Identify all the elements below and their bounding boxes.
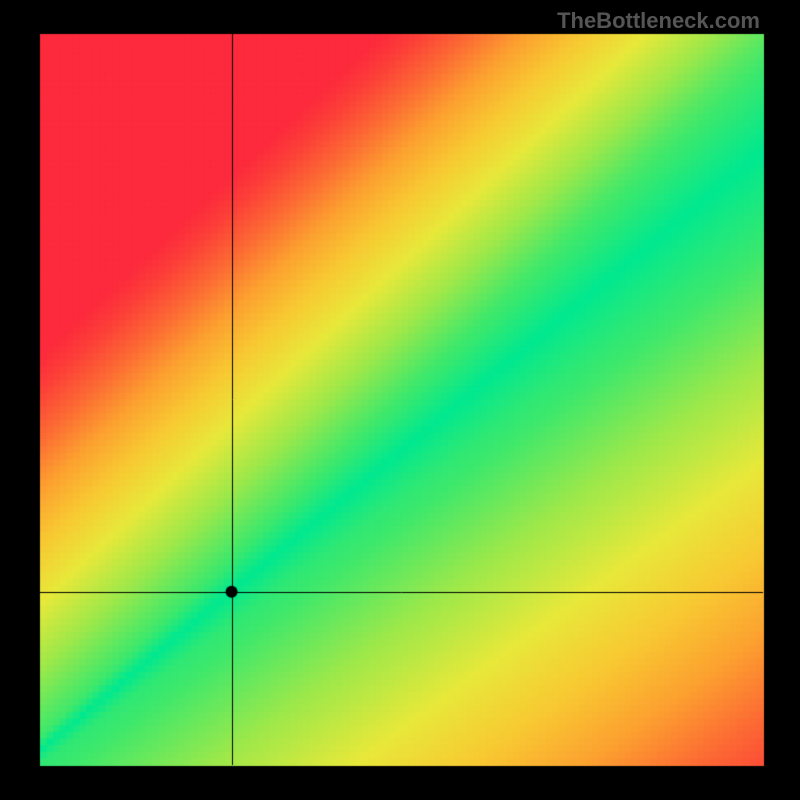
- chart-container: TheBottleneck.com: [0, 0, 800, 800]
- bottleneck-heatmap: [0, 0, 800, 800]
- watermark-text: TheBottleneck.com: [557, 8, 760, 34]
